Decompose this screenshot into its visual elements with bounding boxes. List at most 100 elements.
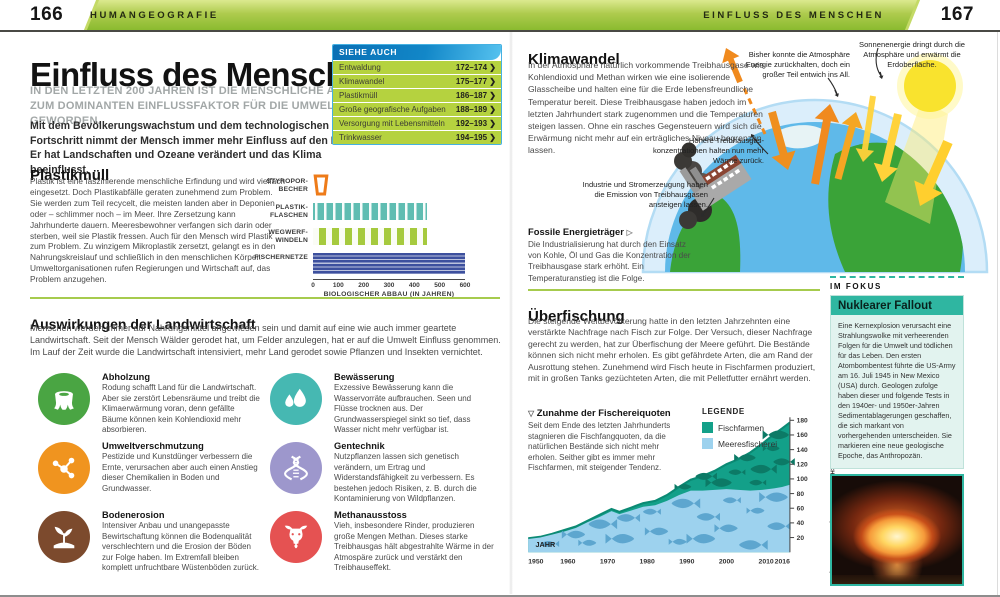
energy-arrow xyxy=(855,95,876,162)
fishery-caption-text: Zunahme der Fischereiquoten xyxy=(536,407,671,418)
siehe-auch-item-pages: 194–195 ❯ xyxy=(455,133,496,142)
energy-arrow xyxy=(768,110,796,170)
y-tick-label: 100 xyxy=(797,476,808,483)
y-tick-label: 160 xyxy=(797,432,808,439)
fish-icon xyxy=(746,507,765,514)
siehe-auch-item-label: Klimawandel xyxy=(339,77,385,86)
page-intro: Mit dem Bevölkerungswachstum und dem tec… xyxy=(30,120,378,176)
fishery-chart-caption-body: Seit dem Ende des letzten Jahrhunderts s… xyxy=(528,421,671,473)
plastikmuell-body: Plastik ist eine faszinierende menschlic… xyxy=(30,176,286,285)
x-tick-label: 2016 xyxy=(775,559,790,566)
plastic-item-label: FISCHERNETZE xyxy=(254,254,308,261)
y-tick-label: 180 xyxy=(797,418,808,425)
legend-swatch xyxy=(702,422,713,433)
im-fokus-title: Nuklearer Fallout xyxy=(831,296,963,315)
earth-greenhouse-illustration xyxy=(641,47,989,274)
legend-item: Meeresfischerei xyxy=(702,438,777,449)
siehe-auch-item-pages: 175–177 ❯ xyxy=(455,77,496,86)
fish-icon xyxy=(578,539,597,546)
fish-icon xyxy=(561,530,586,539)
energy-arrow xyxy=(914,139,953,206)
y-tick-label: 20 xyxy=(797,535,805,542)
fish-icon xyxy=(762,430,789,440)
plastic-item-label: STYROPOR-BECHER xyxy=(266,178,308,193)
page-header-bar xyxy=(0,0,1000,32)
fishery-chart-legend: LEGENDE Fischfarmen Meeresfischerei xyxy=(702,407,777,454)
siehe-auch-item[interactable]: Versorgung mit Lebensmitteln 192–193 ❯ xyxy=(333,117,501,130)
plastic-chart-tick-label: 500 xyxy=(434,282,446,289)
y-tick-label: 40 xyxy=(797,520,805,527)
fish-icon xyxy=(605,533,635,544)
siehe-auch-item[interactable]: Plastikmüll 186–187 ❯ xyxy=(333,89,501,102)
legend-label: Meeresfischerei xyxy=(718,438,778,449)
siehe-auch-item[interactable]: Trinkwasser 194–195 ❯ xyxy=(333,131,501,144)
effect-title: Bewässerung xyxy=(334,372,395,382)
plastic-chart-tick-label: 600 xyxy=(459,282,471,289)
siehe-auch-item[interactable]: Große geografische Aufgaben 188–189 ❯ xyxy=(333,103,501,116)
plastic-decay-bar xyxy=(313,203,427,220)
factory-icon xyxy=(679,154,752,211)
fish-icon xyxy=(671,498,701,509)
fish-icon xyxy=(714,524,738,533)
fish-icon xyxy=(759,492,788,503)
effect-text: Vieh, insbesondere Rinder, produzieren g… xyxy=(334,521,494,572)
agriculture-effect-card: Bodenerosion Intensiver Anbau und unange… xyxy=(38,510,264,576)
im-fokus-body: Eine Kernexplosion verursacht eine Strah… xyxy=(831,315,963,468)
fish-icon xyxy=(674,483,692,490)
styrofoam-cup-icon xyxy=(313,174,329,196)
im-fokus-box: Nuklearer Fallout Eine Kernexplosion ver… xyxy=(830,295,964,469)
siehe-auch-item-label: Trinkwasser xyxy=(339,133,382,142)
tree-stump-icon xyxy=(38,373,90,425)
fish-icon xyxy=(616,513,641,522)
sprout-icon xyxy=(38,511,90,563)
plastic-chart-x-axis-label: BIOLOGISCHER ABBAU (IN JAHREN) xyxy=(323,291,455,298)
fish-icon xyxy=(696,512,721,521)
y-tick-label: 140 xyxy=(797,447,808,454)
plastic-decay-bar xyxy=(313,253,465,274)
energy-arrow xyxy=(878,71,884,79)
x-tick-label: 2000 xyxy=(719,559,734,566)
x-tick-label: 1970 xyxy=(600,559,615,566)
siehe-auch-item-label: Große geografische Aufgaben xyxy=(339,105,446,114)
fish-icon xyxy=(739,539,768,550)
agriculture-effect-card: Methanausstoss Vieh, insbesondere Rinder… xyxy=(270,510,496,576)
effect-title: Abholzung xyxy=(102,372,151,382)
sun-icon xyxy=(904,60,956,112)
ueberfischung-body: Die steigende Weltbevölkerung hatte in d… xyxy=(528,316,816,384)
molecule-icon xyxy=(38,442,90,494)
fish-icon xyxy=(695,472,717,481)
siehe-auch-item-label: Plastikmüll xyxy=(339,91,378,100)
water-drops-icon xyxy=(270,373,322,425)
dna-icon xyxy=(270,442,322,494)
x-tick-label: 2010 xyxy=(759,559,774,566)
siehe-auch-item-pages: 186–187 ❯ xyxy=(455,91,496,100)
page-number-right: 167 xyxy=(940,4,974,25)
plastic-item-label: WEGWERF-WINDELN xyxy=(268,229,308,244)
siehe-auch-item[interactable]: Entwaldung 172–174 ❯ xyxy=(333,61,501,74)
page-title: Einfluss des Menschen xyxy=(30,56,383,94)
energy-arrow xyxy=(834,89,839,97)
fish-icon xyxy=(705,478,732,488)
x-tick-label: 1950 xyxy=(528,559,543,566)
landwirtschaft-heading: Auswirkungen der Landwirtschaft xyxy=(30,315,256,332)
section-header-left: HUMANGEOGRAFIE xyxy=(90,10,219,21)
landwirtschaft-intro: Menschen werden immer auf Nahrungsmittel… xyxy=(30,323,501,358)
effect-title: Gentechnik xyxy=(334,441,385,451)
effect-text: Intensiver Anbau und unangepasste Bewirt… xyxy=(102,521,259,572)
plastic-decay-bar xyxy=(313,228,427,245)
x-tick-label: 1990 xyxy=(679,559,694,566)
siehe-auch-item-pages: 192–193 ❯ xyxy=(455,119,496,128)
fossil-fuels-label-text: Fossile Energieträger xyxy=(528,226,624,237)
effect-text: Nutzpflanzen lassen sich genetisch verän… xyxy=(334,452,477,503)
page-subtitle: IN DEN LETZTEN 200 JAHREN IST DIE MENSCH… xyxy=(30,85,386,127)
annotation-energy-escape: Bisher konnte die Atmosphäre Energie zur… xyxy=(745,50,850,79)
siehe-auch-item[interactable]: Klimawandel 175–177 ❯ xyxy=(333,75,501,88)
plastic-chart-tick-label: 200 xyxy=(358,282,370,289)
agriculture-effect-card: Umweltverschmutzung Pestizide und Kunstd… xyxy=(38,441,264,507)
plastic-chart-x-axis xyxy=(313,279,465,280)
energy-arrow xyxy=(700,209,707,217)
fishery-yield-area-chart: 20 40 60 80 100 120 140 160 180 1950 1960 1… xyxy=(528,417,835,574)
fossil-fuels-label: Fossile Energieträger ▷ xyxy=(528,226,633,237)
fish-icon xyxy=(644,527,669,536)
